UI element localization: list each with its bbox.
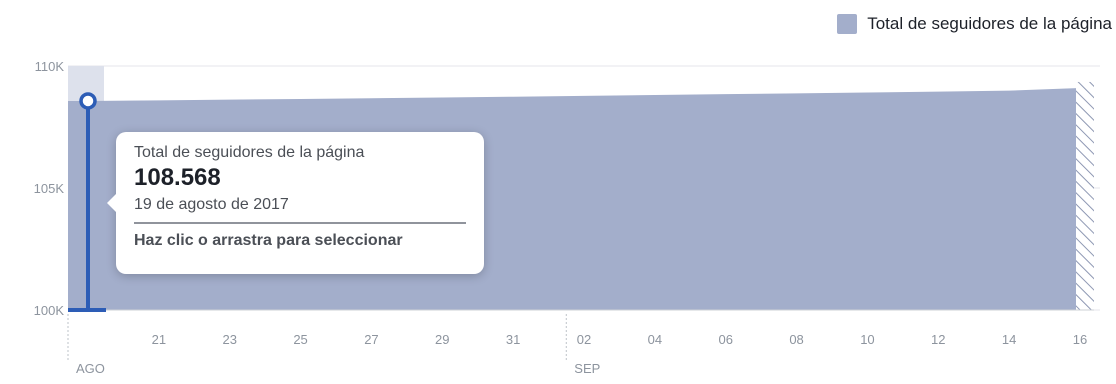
x-tick-label: 04 <box>648 332 662 347</box>
x-tick-label: 31 <box>506 332 520 347</box>
tooltip: Total de seguidores de la página 108.568… <box>107 132 484 274</box>
x-tick-label: 25 <box>293 332 307 347</box>
tooltip-value: 108.568 <box>134 164 221 191</box>
x-tick-label: 02 <box>577 332 591 347</box>
x-tick-label: 16 <box>1073 332 1087 347</box>
tooltip-series-label: Total de seguidores de la página <box>134 144 365 161</box>
x-tick-label: 14 <box>1002 332 1016 347</box>
x-tick-label: 12 <box>931 332 945 347</box>
legend-label: Total de seguidores de la página <box>867 14 1112 33</box>
x-tick-label: 21 <box>152 332 166 347</box>
incomplete-data-hatch <box>1076 81 1094 311</box>
x-tick-label: 23 <box>222 332 236 347</box>
x-tick-label: 08 <box>789 332 803 347</box>
y-tick-label: 105K <box>34 181 65 196</box>
x-group-label: SEP <box>574 361 600 376</box>
y-tick-label: 110K <box>35 59 65 74</box>
tooltip-hint: Haz clic o arrastra para seleccionar <box>134 232 403 249</box>
x-tick-label: 27 <box>364 332 378 347</box>
x-group-label: AGO <box>76 361 105 376</box>
x-tick-label: 10 <box>860 332 874 347</box>
legend-swatch <box>837 14 858 34</box>
y-tick-label: 100K <box>34 303 65 318</box>
x-tick-label: 06 <box>718 332 732 347</box>
legend: Total de seguidores de la página <box>837 14 1112 34</box>
data-point-marker[interactable] <box>79 92 97 110</box>
x-tick-label: 29 <box>435 332 449 347</box>
tooltip-date: 19 de agosto de 2017 <box>134 196 466 224</box>
